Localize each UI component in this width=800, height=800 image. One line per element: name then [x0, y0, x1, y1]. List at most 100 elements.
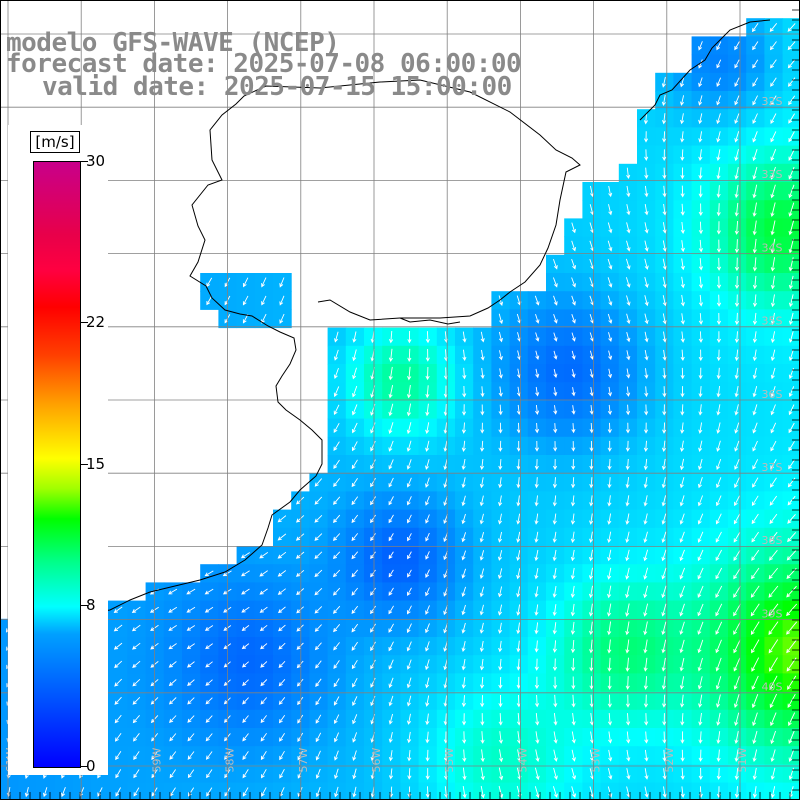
wind-arrow [625, 495, 630, 507]
wind-arrow [787, 59, 796, 69]
wind-arrow [716, 77, 722, 87]
wind-arrow [552, 658, 558, 672]
wind-arrow [734, 331, 739, 344]
wind-arrow [187, 715, 195, 723]
wind-arrow [480, 349, 485, 361]
wind-arrow [279, 295, 285, 306]
wind-arrow [788, 349, 794, 361]
wind-arrow [733, 639, 741, 654]
wind-arrow [786, 603, 798, 617]
wind-arrow [479, 477, 484, 489]
wind-arrow [589, 639, 594, 654]
wind-arrow [332, 569, 341, 578]
wind-arrow [770, 294, 776, 308]
wind-arrow [242, 733, 249, 742]
wind-arrow [370, 623, 376, 633]
wind-arrow [770, 202, 776, 218]
wind-arrow [752, 712, 758, 727]
wind-arrow [680, 713, 685, 726]
wind-arrow [643, 694, 649, 708]
wind-arrow [388, 750, 393, 762]
wind-arrow [752, 459, 759, 470]
wind-arrow [626, 404, 631, 416]
wind-arrow [680, 694, 685, 708]
wind-arrow [314, 569, 323, 578]
wind-arrow [480, 386, 485, 398]
wind-arrow [715, 603, 723, 617]
wind-arrow [643, 531, 648, 544]
wind-arrow [498, 713, 503, 726]
wind-arrow [752, 440, 758, 452]
wind-arrow [679, 513, 685, 525]
wind-arrow [770, 730, 777, 745]
wind-arrow [644, 240, 649, 252]
wind-arrow [571, 694, 576, 708]
latitude-labels: 32S 33S 34S 35S 36S 37S 38S 39S 40S [762, 95, 783, 694]
wind-arrow [388, 659, 394, 670]
wind-arrow [643, 603, 649, 617]
wind-arrow [388, 496, 394, 506]
wind-arrow [788, 441, 795, 452]
wind-arrow [571, 749, 576, 762]
wind-arrow [370, 514, 376, 524]
wind-arrow [516, 513, 521, 525]
wind-arrow [644, 350, 649, 361]
wind-arrow [607, 786, 613, 798]
wind-arrow [351, 441, 358, 452]
wind-arrow [61, 787, 66, 798]
wind-arrow [770, 149, 777, 162]
wind-arrow [661, 694, 667, 708]
wind-arrow [734, 349, 739, 362]
wind-arrow [589, 368, 594, 379]
wind-arrow [498, 313, 504, 325]
wind-arrow [498, 331, 503, 343]
wind-arrow [535, 350, 540, 361]
wind-arrow [497, 586, 503, 598]
wind-arrow [698, 386, 703, 398]
wind-arrow [626, 713, 631, 726]
wind-arrow [716, 113, 721, 125]
wind-arrow [625, 477, 630, 489]
wind-arrow [734, 422, 740, 434]
wind-arrow [698, 694, 703, 708]
wind-arrow [625, 639, 630, 654]
wind-arrow [786, 621, 798, 635]
wind-arrow [697, 585, 704, 598]
wind-arrow [169, 769, 176, 779]
wind-arrow [716, 440, 721, 452]
wind-arrow [498, 513, 503, 525]
wind-arrow [716, 131, 721, 143]
wind-arrow [188, 787, 195, 797]
wind-arrow [388, 348, 393, 362]
wind-arrow [697, 477, 703, 489]
wind-arrow [661, 531, 667, 544]
wind-arrow [680, 313, 685, 325]
wind-arrow [314, 624, 322, 632]
colorbar-tick-label: 30 [86, 152, 106, 170]
coastline-inlet [399, 317, 461, 325]
wind-arrow [608, 350, 613, 361]
wind-arrow [571, 676, 576, 690]
wind-arrow [751, 549, 760, 561]
wind-arrow [479, 550, 485, 561]
title-forecast-date: forecast date: 2025-07-08 06:00:00 [6, 49, 522, 79]
wind-arrow [788, 220, 795, 236]
wind-arrow [314, 533, 323, 541]
wind-arrow [205, 697, 213, 705]
wind-arrow [115, 751, 122, 761]
wind-arrow [679, 458, 685, 471]
wind-arrow [242, 769, 249, 779]
wind-arrow [770, 95, 777, 106]
wind-arrow [734, 477, 740, 489]
wind-arrow [752, 202, 757, 217]
wind-arrow [168, 697, 177, 705]
wind-arrow [443, 403, 448, 416]
wind-arrow [588, 585, 594, 599]
wind-arrow [242, 277, 249, 288]
wind-arrow [625, 694, 630, 708]
wind-arrow [698, 313, 704, 325]
wind-arrow [204, 625, 214, 631]
wind-arrow [644, 731, 649, 744]
wind-arrow [242, 697, 249, 705]
wind-arrow [479, 586, 485, 598]
